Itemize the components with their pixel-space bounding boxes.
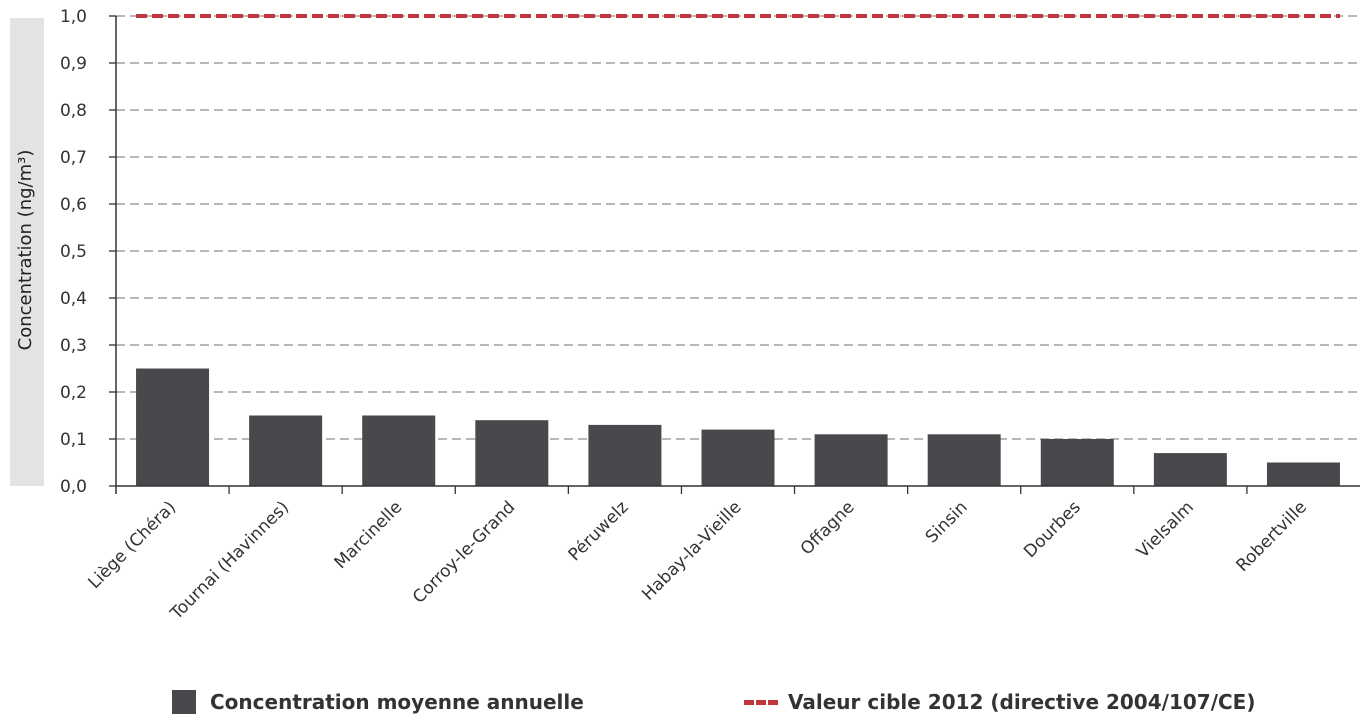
- y-tick-label: 0,7: [60, 148, 87, 168]
- bar: [588, 425, 661, 486]
- bars: [136, 369, 1340, 487]
- bar: [702, 430, 775, 486]
- y-tick-label: 0,4: [60, 289, 87, 309]
- legend-swatch-bar: [172, 690, 196, 714]
- bar: [1267, 463, 1340, 487]
- x-tick-label: Liège (Chéra): [85, 497, 181, 593]
- legend-label-bar: Concentration moyenne annuelle: [210, 690, 584, 714]
- x-tick-label: Marcinelle: [331, 497, 407, 573]
- bar: [249, 416, 322, 487]
- x-tick-label: Offagne: [797, 497, 859, 559]
- bar: [362, 416, 435, 487]
- legend-item-line: Valeur cible 2012 (directive 2004/107/CE…: [744, 690, 1255, 714]
- y-tick-label: 0,8: [60, 101, 87, 121]
- legend-item-bar: Concentration moyenne annuelle: [172, 690, 584, 714]
- y-tick-labels: 0,0 0,1 0,2 0,3 0,4 0,5 0,6 0,7 0,8 0,9 1,0: [60, 7, 87, 497]
- x-tick-label: Corroy-le-Grand: [409, 497, 519, 607]
- x-tick-label: Tournai (Havinnes): [166, 497, 293, 624]
- x-tick-labels: Liège (Chéra)Tournai (Havinnes) Marcinell…: [85, 497, 1311, 624]
- chart: Concentration (ng/m³) 0,0 0,1 0,2 0,3 0,4 0,5…: [0, 0, 1366, 690]
- y-tick-label: 0,0: [60, 477, 87, 497]
- gridlines: [116, 16, 1360, 439]
- x-tick-label: Dourbes: [1020, 497, 1085, 562]
- y-tick-label: 0,9: [60, 54, 87, 74]
- x-tick-label: Robertville: [1232, 497, 1311, 576]
- y-axis-title: Concentration (ng/m³): [15, 150, 36, 351]
- y-tick-label: 0,3: [60, 336, 87, 356]
- x-tick-label: Vielsalm: [1133, 497, 1198, 562]
- y-tick-label: 0,5: [60, 242, 87, 262]
- bar: [1041, 439, 1114, 486]
- bar: [475, 420, 548, 486]
- bar: [136, 369, 209, 487]
- x-tick-label: Sinsin: [922, 497, 972, 547]
- y-tick-label: 0,2: [60, 383, 87, 403]
- x-tick-label: Habay-la-Vieille: [638, 497, 745, 604]
- bar: [1154, 453, 1227, 486]
- y-tick-label: 0,1: [60, 430, 87, 450]
- y-tick-label: 1,0: [60, 7, 87, 27]
- bar: [815, 434, 888, 486]
- legend-label-line: Valeur cible 2012 (directive 2004/107/CE…: [788, 690, 1255, 714]
- y-tick-label: 0,6: [60, 195, 87, 215]
- legend: Concentration moyenne annuelle Valeur ci…: [0, 690, 1366, 724]
- x-tick-label: Péruwelz: [565, 497, 633, 565]
- bar: [928, 434, 1001, 486]
- legend-swatch-line: [744, 700, 778, 705]
